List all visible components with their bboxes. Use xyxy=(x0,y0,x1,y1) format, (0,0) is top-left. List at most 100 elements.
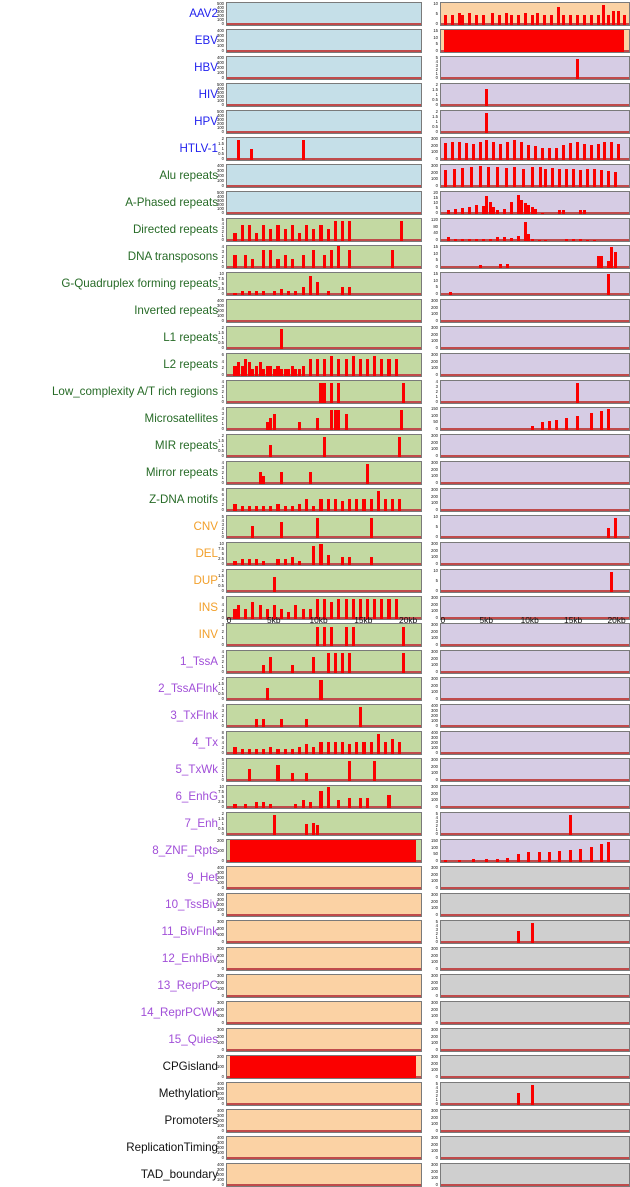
track-panel-left-17[interactable] xyxy=(226,461,422,485)
track-panel-right-6[interactable] xyxy=(440,164,630,188)
y-tick-group: 0 40 80 120 xyxy=(418,217,438,242)
track-panel-right-16[interactable] xyxy=(440,434,630,458)
track-panel-right-8[interactable] xyxy=(440,218,630,242)
track-panel-right-5[interactable] xyxy=(440,137,630,161)
baseline xyxy=(227,1157,421,1159)
track-panel-left-27[interactable] xyxy=(226,731,422,755)
baseline xyxy=(441,23,629,25)
track-panel-right-12[interactable] xyxy=(440,326,630,350)
track-panel-right-14[interactable] xyxy=(440,380,630,404)
track-panel-left-36[interactable] xyxy=(226,974,422,998)
track-panel-right-34[interactable] xyxy=(440,920,630,944)
track-panel-left-extra-4[interactable] xyxy=(226,1163,422,1187)
track-panel-left-3[interactable] xyxy=(226,83,422,107)
track-panel-left-extra-1[interactable] xyxy=(226,1082,422,1106)
track-panel-right-35[interactable] xyxy=(440,947,630,971)
track-panel-right-31[interactable] xyxy=(440,839,630,863)
track-panel-right-26[interactable] xyxy=(440,704,630,728)
bar xyxy=(319,741,323,754)
track-panel-right-9[interactable] xyxy=(440,245,630,269)
track-panel-left-8[interactable] xyxy=(226,218,422,242)
track-panel-right-21[interactable] xyxy=(440,569,630,593)
track-panel-left-29[interactable] xyxy=(226,785,422,809)
track-panel-left-7[interactable] xyxy=(226,191,422,215)
track-panel-right-extra-1[interactable] xyxy=(440,1082,630,1106)
track-panel-left-21[interactable] xyxy=(226,569,422,593)
track-panel-right-32[interactable] xyxy=(440,866,630,890)
bar xyxy=(464,142,468,160)
track-panel-right-2[interactable] xyxy=(440,56,630,80)
track-panel-left-26[interactable] xyxy=(226,704,422,728)
track-panel-left-34[interactable] xyxy=(226,920,422,944)
track-panel-right-7[interactable] xyxy=(440,191,630,215)
track-panel-left-5[interactable] xyxy=(226,137,422,161)
y-tick-label: 300 xyxy=(431,865,438,870)
track-panel-left-24[interactable] xyxy=(226,650,422,674)
track-panel-left-14[interactable] xyxy=(226,380,422,404)
bar xyxy=(579,848,583,862)
track-panel-left-31[interactable] xyxy=(226,839,422,863)
track-panel-left-13[interactable] xyxy=(226,353,422,377)
track-panel-left-10[interactable] xyxy=(226,272,422,296)
track-panel-right-extra-2[interactable] xyxy=(440,1109,630,1133)
track-panel-right-29[interactable] xyxy=(440,785,630,809)
track-panel-left-1[interactable] xyxy=(226,29,422,53)
track-panel-right-15[interactable] xyxy=(440,407,630,431)
bar xyxy=(461,168,465,187)
track-panel-right-20[interactable] xyxy=(440,542,630,566)
track-panel-right-13[interactable] xyxy=(440,353,630,377)
track-panel-right-extra-4[interactable] xyxy=(440,1163,630,1187)
track-panel-right-22[interactable] xyxy=(440,596,630,620)
track-panel-right-33[interactable] xyxy=(440,893,630,917)
track-panel-left-32[interactable] xyxy=(226,866,422,890)
track-panel-left-19[interactable] xyxy=(226,515,422,539)
track-panel-right-24[interactable] xyxy=(440,650,630,674)
y-tick-label: 3 xyxy=(221,465,224,470)
track-panel-right-19[interactable] xyxy=(440,515,630,539)
track-panel-left-extra-2[interactable] xyxy=(226,1109,422,1133)
track-panel-left-11[interactable] xyxy=(226,299,422,323)
track-panel-left-28[interactable] xyxy=(226,758,422,782)
plot-area xyxy=(227,408,421,430)
track-panel-left-12[interactable] xyxy=(226,326,422,350)
track-panel-right-extra-0[interactable] xyxy=(440,1055,630,1079)
track-panel-right-11[interactable] xyxy=(440,299,630,323)
track-panel-left-22[interactable] xyxy=(226,596,422,620)
track-panel-left-16[interactable] xyxy=(226,434,422,458)
track-panel-right-37[interactable] xyxy=(440,1001,630,1025)
track-panel-left-2[interactable] xyxy=(226,56,422,80)
track-panel-right-extra-3[interactable] xyxy=(440,1136,630,1160)
track-panel-right-28[interactable] xyxy=(440,758,630,782)
track-panel-right-27[interactable] xyxy=(440,731,630,755)
track-panel-left-20[interactable] xyxy=(226,542,422,566)
bar xyxy=(461,15,465,25)
track-panel-right-4[interactable] xyxy=(440,110,630,134)
track-panel-left-extra-3[interactable] xyxy=(226,1136,422,1160)
track-panel-left-25[interactable] xyxy=(226,677,422,701)
track-panel-left-15[interactable] xyxy=(226,407,422,431)
track-panel-left-38[interactable] xyxy=(226,1028,422,1052)
track-panel-right-18[interactable] xyxy=(440,488,630,512)
bar xyxy=(326,229,330,241)
track-panel-left-35[interactable] xyxy=(226,947,422,971)
track-panel-right-30[interactable] xyxy=(440,812,630,836)
track-panel-right-1[interactable] xyxy=(440,29,630,53)
y-tick-label: 0 xyxy=(221,318,224,323)
track-panel-left-30[interactable] xyxy=(226,812,422,836)
track-panel-right-36[interactable] xyxy=(440,974,630,998)
track-panel-right-25[interactable] xyxy=(440,677,630,701)
track-panel-left-18[interactable] xyxy=(226,488,422,512)
track-panel-left-9[interactable] xyxy=(226,245,422,269)
right-x-axis: 0 5kb 10kb 15kb 20kb xyxy=(440,612,630,630)
track-panel-left-33[interactable] xyxy=(226,893,422,917)
track-panel-left-0[interactable] xyxy=(226,2,422,26)
track-panel-right-0[interactable] xyxy=(440,2,630,26)
track-panel-left-6[interactable] xyxy=(226,164,422,188)
track-panel-left-4[interactable] xyxy=(226,110,422,134)
track-panel-right-17[interactable] xyxy=(440,461,630,485)
track-panel-right-3[interactable] xyxy=(440,83,630,107)
track-panel-right-38[interactable] xyxy=(440,1028,630,1052)
track-panel-left-extra-0[interactable] xyxy=(226,1055,422,1079)
track-panel-left-37[interactable] xyxy=(226,1001,422,1025)
track-panel-right-10[interactable] xyxy=(440,272,630,296)
